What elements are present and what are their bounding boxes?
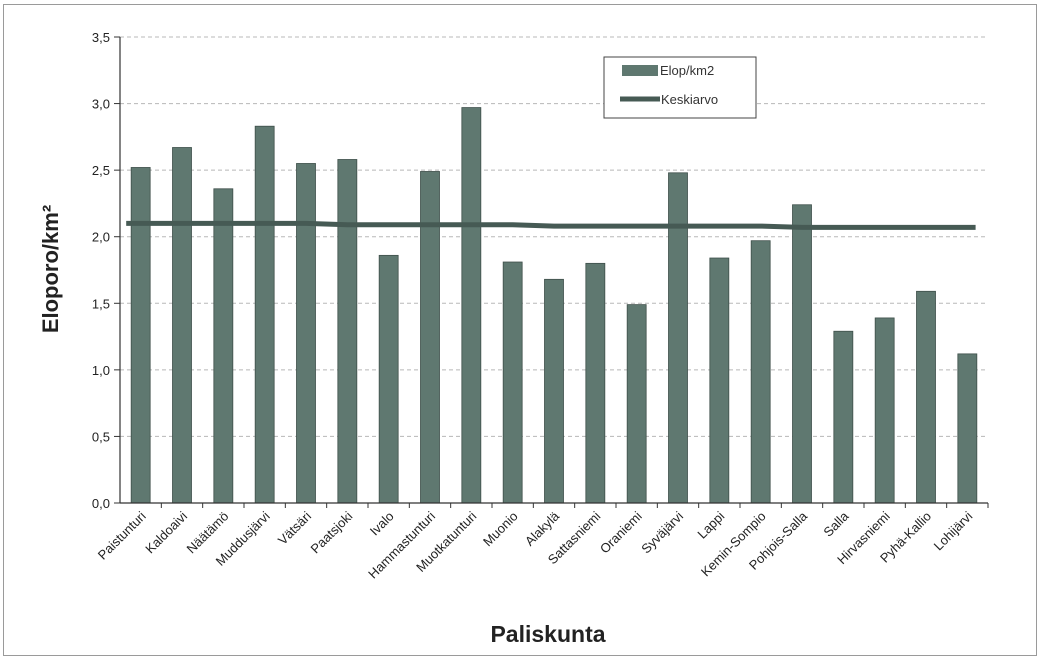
bar xyxy=(502,261,523,504)
bar xyxy=(461,107,482,504)
bar xyxy=(792,204,812,504)
bar xyxy=(130,167,151,504)
y-tick-label: 3,5 xyxy=(92,30,110,45)
y-tick-label: 1,0 xyxy=(92,363,110,378)
x-tick-label: Syväjärvi xyxy=(638,508,686,556)
bar xyxy=(709,257,730,504)
y-tick-label: 2,5 xyxy=(92,163,110,178)
bar xyxy=(957,353,978,504)
y-tick-labels: 0,0 0,5 1,0 1,5 2,0 2,5 3,0 3,5 xyxy=(92,30,110,511)
x-axis-title: Paliskunta xyxy=(490,621,605,647)
bar xyxy=(172,147,192,504)
bar xyxy=(668,172,688,504)
bar xyxy=(585,262,606,504)
y-tick-label: 2,0 xyxy=(92,230,110,245)
x-tick-label: Muonio xyxy=(480,509,521,550)
x-tick-label: Ivalo xyxy=(367,509,397,539)
x-tick-label: Lohijärvi xyxy=(931,508,976,553)
x-tick-label: Alakylä xyxy=(522,508,563,549)
bar xyxy=(544,278,564,504)
bar xyxy=(337,159,358,504)
y-tick-label: 1,5 xyxy=(92,296,110,311)
legend-bar-swatch xyxy=(622,65,658,76)
bar xyxy=(254,125,275,504)
x-tick-label: Paistunturi xyxy=(95,508,149,562)
y-axis-title: Eloporo/km² xyxy=(38,205,63,333)
y-tick-label: 0,5 xyxy=(92,429,110,444)
x-tick-label: Kaldoaivi xyxy=(142,508,190,556)
bar xyxy=(213,188,234,504)
y-tick-label: 3,0 xyxy=(92,97,110,112)
bar xyxy=(626,304,647,504)
bars-group xyxy=(130,107,978,504)
x-tick-label: Oraniemi xyxy=(597,508,645,556)
x-tick-label: Vätsäri xyxy=(275,508,314,547)
axes xyxy=(114,36,989,508)
bar xyxy=(874,317,895,504)
legend-label-keskiarvo: Keskiarvo xyxy=(661,92,718,107)
bar xyxy=(296,163,316,504)
bar xyxy=(916,290,936,504)
x-tick-label: Paatsjoki xyxy=(308,508,356,556)
bar xyxy=(378,254,399,504)
bar xyxy=(420,171,440,504)
bar xyxy=(750,240,771,504)
bar xyxy=(833,330,854,504)
legend: Elop/km2 Keskiarvo xyxy=(603,56,757,119)
keskiarvo-line xyxy=(126,220,976,230)
legend-label-elop: Elop/km2 xyxy=(660,63,714,78)
x-tick-label: Salla xyxy=(820,508,852,540)
y-tick-label: 0,0 xyxy=(92,496,110,511)
x-tick-label: Lappi xyxy=(694,508,727,541)
